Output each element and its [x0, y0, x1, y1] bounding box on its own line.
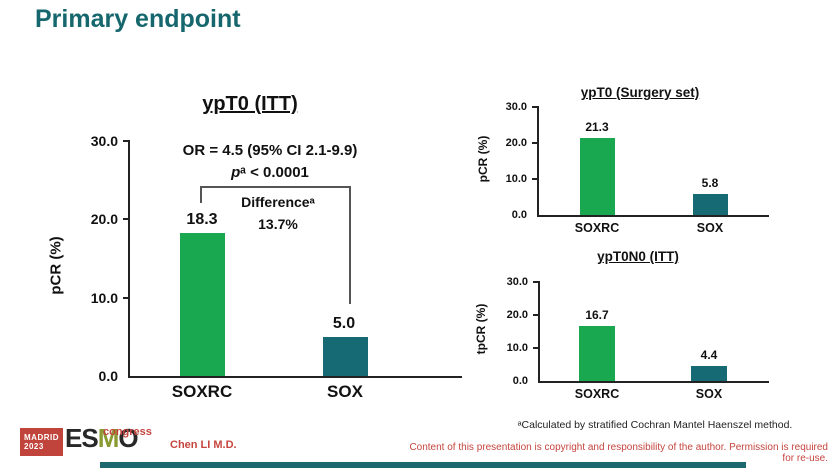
page-title: Primary endpoint	[35, 5, 241, 33]
bar-sox	[693, 194, 728, 215]
y-tick-label: 10.0	[505, 173, 527, 185]
congress-label: congress	[103, 426, 152, 438]
y-tick-label: 20.0	[506, 308, 528, 321]
y-tick-mark	[532, 178, 539, 180]
bar-soxrc	[579, 325, 615, 381]
logo-letter-o: O	[118, 423, 138, 453]
comparison-bracket-top	[200, 186, 351, 188]
bar-soxrc	[580, 138, 615, 215]
logo-city: MADRID	[24, 433, 59, 442]
logo-letter-m: M	[97, 423, 120, 453]
chart-title: ypT0 (Surgery set)	[580, 85, 700, 100]
plot-area: 30.0 20.0 10.0 0.0 21.3 5.8 SOXRC SOX	[506, 101, 769, 235]
y-axis-label: pCR (%)	[47, 236, 65, 295]
y-tick-mark	[533, 347, 540, 349]
y-tick-mark	[533, 313, 540, 316]
copyright-notice: Content of this presentation is copyrigh…	[409, 442, 828, 464]
y-tick-mark	[123, 218, 130, 221]
footnote: ᵃCalculated by stratified Cochran Mantel…	[517, 419, 793, 431]
category-label-soxrc: SOXRC	[574, 387, 620, 401]
p-value-annotation: pᵃ < 0.0001	[155, 164, 385, 181]
y-tick-label: 0.0	[511, 209, 527, 221]
p-value-text: ᵃ < 0.0001	[240, 164, 309, 181]
bar-sox	[323, 336, 368, 376]
bar-value-sox: 4.4	[700, 348, 718, 363]
y-tick-label: 20.0	[90, 211, 118, 228]
bar-value-soxrc: 16.7	[585, 307, 609, 322]
p-variable: p	[231, 164, 241, 181]
y-tick-mark	[532, 141, 539, 144]
category-label-sox: SOX	[695, 387, 723, 401]
y-tick-label: 0.0	[98, 368, 118, 384]
y-tick-mark	[532, 106, 539, 108]
bottom-accent-bar	[100, 462, 746, 468]
y-axis-label: tpCR (%)	[474, 303, 488, 355]
plot-area: 30.0 20.0 10.0 0.0 16.7 4.4 SOXRC SOX	[507, 276, 769, 401]
y-tick-label: 0.0	[512, 375, 528, 387]
y-tick-label: 10.0	[506, 342, 528, 354]
bar-soxrc	[180, 232, 225, 376]
difference-value: 13.7%	[258, 216, 298, 232]
category-label-sox: SOX	[327, 382, 363, 401]
esmo-logo: ESMO	[65, 423, 139, 454]
difference-label: Differenceᵃ	[241, 194, 315, 210]
y-tick-label: 30.0	[505, 101, 527, 113]
y-axis-label: pCR (%)	[476, 135, 490, 183]
category-label-sox: SOX	[696, 221, 724, 235]
category-label-soxrc: SOXRC	[171, 382, 233, 401]
presenter-name: Chen LI M.D.	[170, 439, 237, 451]
y-tick-mark	[533, 281, 540, 283]
chart-title: ypT0N0 (ITT)	[597, 249, 679, 264]
chart-title: ypT0 (ITT)	[202, 93, 298, 115]
category-label-soxrc: SOXRC	[574, 221, 620, 235]
comparison-bracket-right	[349, 186, 351, 304]
y-tick-mark	[123, 296, 130, 299]
y-tick-label: 30.0	[506, 276, 528, 288]
bar-value-sox: 5.0	[332, 314, 356, 332]
bar-sox	[691, 366, 727, 381]
y-tick-label: 10.0	[90, 289, 118, 306]
logo-letters-es: ES	[65, 423, 99, 453]
comparison-bracket-left	[200, 186, 202, 203]
bar-value-sox: 5.8	[701, 176, 719, 191]
bar-value-soxrc: 18.3	[186, 210, 218, 228]
y-tick-label: 20.0	[505, 136, 527, 149]
y-tick-label: 30.0	[90, 133, 118, 149]
y-tick-mark	[123, 140, 130, 142]
esmo-madrid-badge: MADRID 2023	[20, 428, 63, 456]
odds-ratio-annotation: OR = 4.5 (95% CI 2.1-9.9)	[182, 142, 358, 159]
bar-value-soxrc: 21.3	[585, 120, 609, 135]
plot-area: 30.0 20.0 10.0 0.0 18.3 5.0 SOXRC SOX	[91, 133, 462, 401]
logo-year: 2023	[24, 442, 44, 451]
